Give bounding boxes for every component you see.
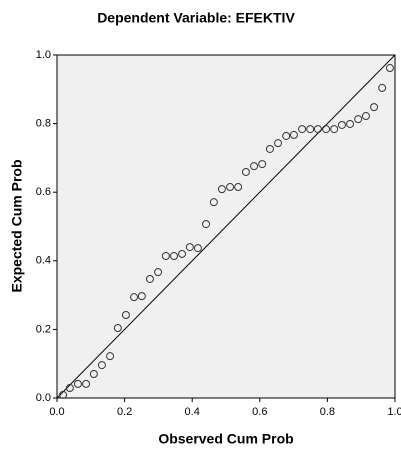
point: [346, 119, 355, 128]
y-tick-label: 0.6: [36, 186, 51, 198]
point: [313, 125, 322, 134]
point: [106, 352, 115, 361]
x-tick-label: 0.8: [320, 406, 335, 418]
point: [265, 144, 274, 153]
x-tick-label: 0.2: [117, 406, 132, 418]
point: [370, 103, 379, 112]
point: [337, 120, 346, 129]
point: [289, 130, 298, 139]
y-axis-label: Expected Cum Prob: [9, 159, 25, 292]
point: [161, 251, 170, 260]
point: [154, 268, 163, 277]
y-tick-label: 1.0: [36, 49, 51, 61]
point: [145, 274, 154, 283]
point: [209, 198, 218, 207]
point: [130, 293, 139, 302]
y-tick-label: 0.2: [36, 323, 51, 335]
point: [306, 125, 315, 134]
point: [185, 243, 194, 252]
x-tick-label: 0.0: [49, 406, 64, 418]
point: [73, 379, 82, 388]
y-tick-label: 0.0: [36, 392, 51, 404]
point: [113, 324, 122, 333]
y-tick-label: 0.8: [36, 118, 51, 130]
reference-line: [56, 54, 396, 399]
point: [250, 162, 259, 171]
point: [354, 115, 363, 124]
point: [378, 83, 387, 92]
x-tick-label: 1.0: [387, 406, 401, 418]
point: [217, 185, 226, 194]
y-tick-label: 0.4: [36, 255, 51, 267]
point: [137, 292, 146, 301]
point: [361, 112, 370, 121]
x-tick-label: 0.4: [185, 406, 200, 418]
point: [82, 379, 91, 388]
point: [234, 183, 243, 192]
x-tick-label: 0.6: [252, 406, 267, 418]
point: [274, 139, 283, 148]
point: [178, 249, 187, 258]
point: [89, 369, 98, 378]
point: [282, 131, 291, 140]
point: [322, 125, 331, 134]
point: [169, 251, 178, 260]
point: [241, 167, 250, 176]
point: [202, 220, 211, 229]
point: [121, 310, 130, 319]
point: [298, 125, 307, 134]
point: [65, 384, 74, 393]
point: [258, 160, 267, 169]
chart-title: Dependent Variable: EFEKTIV: [97, 10, 295, 26]
point: [226, 183, 235, 192]
point: [385, 64, 394, 73]
point: [97, 361, 106, 370]
point: [330, 125, 339, 134]
point: [59, 390, 68, 399]
x-axis-label: Observed Cum Prob: [158, 431, 293, 447]
point: [193, 244, 202, 253]
